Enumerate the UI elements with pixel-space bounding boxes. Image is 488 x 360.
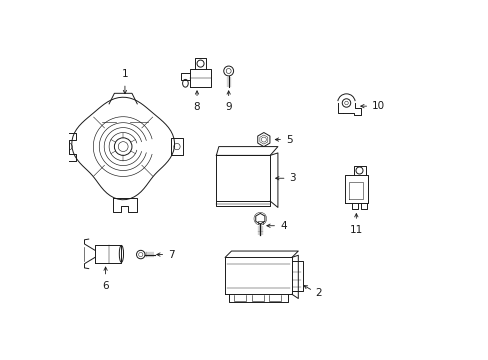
Text: 10: 10 (371, 101, 385, 111)
Text: 4: 4 (280, 221, 286, 231)
Text: 5: 5 (285, 135, 292, 145)
Text: 11: 11 (349, 225, 362, 235)
Text: 6: 6 (102, 281, 109, 291)
Text: 8: 8 (193, 102, 200, 112)
Text: 7: 7 (168, 249, 174, 260)
Text: 1: 1 (122, 69, 128, 80)
Text: 2: 2 (314, 288, 321, 297)
Text: 3: 3 (289, 173, 296, 183)
Text: 9: 9 (225, 102, 231, 112)
